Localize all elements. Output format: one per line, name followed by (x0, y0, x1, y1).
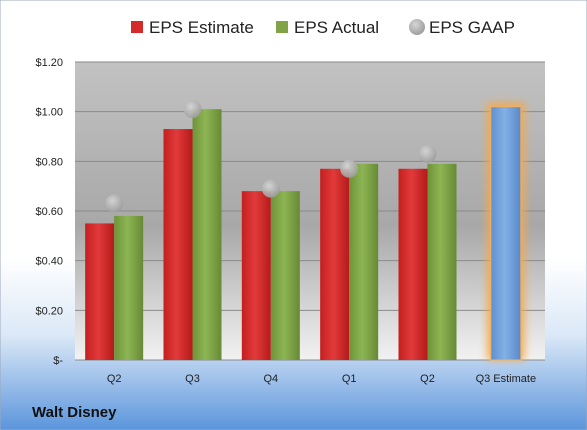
legend-label: EPS Estimate (149, 18, 254, 37)
x-tick-label: Q2 (420, 373, 435, 385)
legend-label: EPS Actual (294, 18, 379, 37)
bar-eps-actual (427, 163, 457, 360)
gaap-points (105, 100, 437, 213)
bar-eps-actual (114, 215, 144, 360)
company-label: Walt Disney (32, 404, 117, 421)
bar-eps-actual (192, 109, 222, 360)
legend-swatch (131, 21, 143, 33)
y-tick-label: $0.80 (35, 156, 63, 168)
y-axis: $- $0.20 $0.40 $0.60 $0.80 $1.00 $1.20 (35, 57, 63, 367)
bar-eps-estimate (320, 168, 350, 360)
bar-eps-actual (270, 191, 300, 360)
x-tick-label: Q3 (185, 373, 200, 385)
y-tick-label: $1.00 (35, 107, 63, 119)
x-axis: Q2 Q3 Q4 Q1 Q2 Q3 Estimate (107, 373, 536, 385)
legend: EPS Estimate EPS Actual EPS GAAP (131, 18, 515, 37)
bar-eps-estimate (398, 168, 428, 360)
bar-eps-estimate (241, 191, 271, 360)
point-eps-gaap (340, 159, 359, 178)
legend-label: EPS GAAP (429, 18, 515, 37)
point-eps-gaap (183, 100, 202, 119)
bar-eps-actual (349, 163, 379, 360)
legend-swatch (276, 21, 288, 33)
point-eps-gaap (418, 144, 437, 163)
y-tick-label: $0.20 (35, 305, 63, 317)
legend-swatch (409, 19, 425, 35)
y-tick-label: $- (53, 355, 63, 367)
y-tick-label: $0.40 (35, 256, 63, 268)
y-tick-label: $1.20 (35, 57, 63, 69)
bar-eps-estimate (85, 223, 115, 360)
x-tick-label: Q3 Estimate (476, 373, 537, 385)
y-tick-label: $0.60 (35, 206, 63, 218)
point-eps-gaap (105, 194, 124, 213)
bars (85, 102, 525, 361)
point-eps-gaap (261, 179, 280, 198)
x-tick-label: Q2 (107, 373, 122, 385)
x-tick-label: Q4 (263, 373, 278, 385)
bar-q3-estimate (490, 106, 522, 361)
x-tick-label: Q1 (342, 373, 357, 385)
bar-eps-estimate (163, 129, 193, 360)
grid-lines (75, 61, 545, 361)
